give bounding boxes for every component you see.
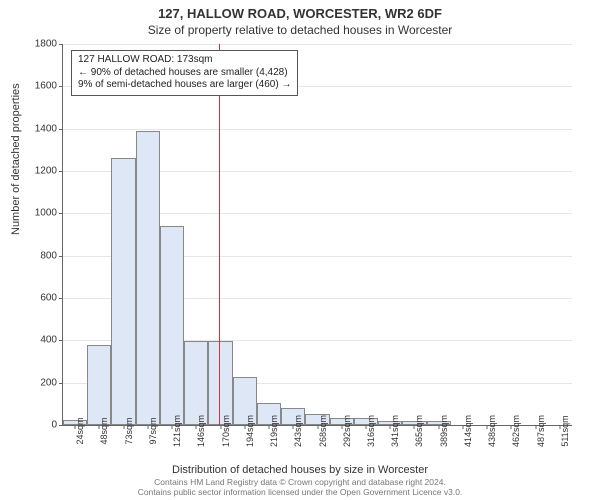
histogram-bar [111,158,135,425]
xtick-label: 316sqm [366,415,376,447]
annotation-line-2: ← 90% of detached houses are smaller (4,… [78,67,291,80]
histogram-bar [136,131,160,425]
histogram-bar [160,226,184,425]
annotation-line-3: 9% of semi-detached houses are larger (4… [78,79,291,92]
histogram-bar [208,341,232,425]
ytick-label: 600 [40,293,57,304]
xtick-label: 73sqm [124,417,134,444]
histogram-bar [87,345,111,425]
xtick-label: 365sqm [414,415,424,447]
ytick-label: 800 [40,250,57,261]
xtick-label: 24sqm [75,417,85,444]
ytick-label: 1600 [35,81,57,92]
xtick-label: 146sqm [196,415,206,447]
ytick-mark [59,44,63,45]
ytick-mark [59,171,63,172]
ytick-label: 1400 [35,123,57,134]
footer-line-2: Contains public sector information licen… [0,488,600,498]
xtick-label: 121sqm [172,415,182,447]
ytick-mark [59,129,63,130]
xtick-label: 438sqm [487,415,497,447]
annotation-box: 127 HALLOW ROAD: 173sqm ← 90% of detache… [71,50,298,96]
xtick-label: 48sqm [99,417,109,444]
ytick-mark [59,340,63,341]
ytick-label: 1000 [35,208,57,219]
ytick-mark [59,256,63,257]
xtick-label: 170sqm [221,415,231,447]
xtick-label: 462sqm [511,415,521,447]
xtick-label: 487sqm [536,415,546,447]
plot-area: 02004006008001000120014001600180024sqm48… [62,44,572,426]
xtick-label: 341sqm [390,415,400,447]
xtick-label: 219sqm [269,415,279,447]
ytick-mark [59,298,63,299]
ytick-mark [59,86,63,87]
chart-container: 127, HALLOW ROAD, WORCESTER, WR2 6DF Siz… [0,0,600,500]
annotation-line-1: 127 HALLOW ROAD: 173sqm [78,54,291,67]
highlight-line [219,44,220,425]
ytick-label: 1200 [35,166,57,177]
chart-title-sub: Size of property relative to detached ho… [0,21,600,37]
histogram-bar [184,341,208,425]
ytick-mark [59,213,63,214]
xtick-label: 292sqm [342,415,352,447]
xtick-label: 511sqm [560,415,570,446]
ytick-label: 1800 [35,39,57,50]
xtick-label: 268sqm [318,415,328,447]
ytick-label: 0 [51,420,57,431]
gridline [63,44,572,45]
ytick-label: 200 [40,377,57,388]
xtick-label: 389sqm [439,415,449,447]
ytick-mark [59,425,63,426]
xtick-label: 97sqm [148,417,158,444]
gridline [63,129,572,130]
xtick-label: 414sqm [463,415,473,447]
x-axis-title: Distribution of detached houses by size … [0,464,600,476]
xtick-label: 243sqm [293,415,303,447]
xtick-label: 194sqm [245,415,255,447]
y-axis-title: Number of detached properties [10,83,22,235]
ytick-label: 400 [40,335,57,346]
ytick-mark [59,383,63,384]
footer: Contains HM Land Registry data © Crown c… [0,478,600,498]
chart-title-main: 127, HALLOW ROAD, WORCESTER, WR2 6DF [0,0,600,21]
